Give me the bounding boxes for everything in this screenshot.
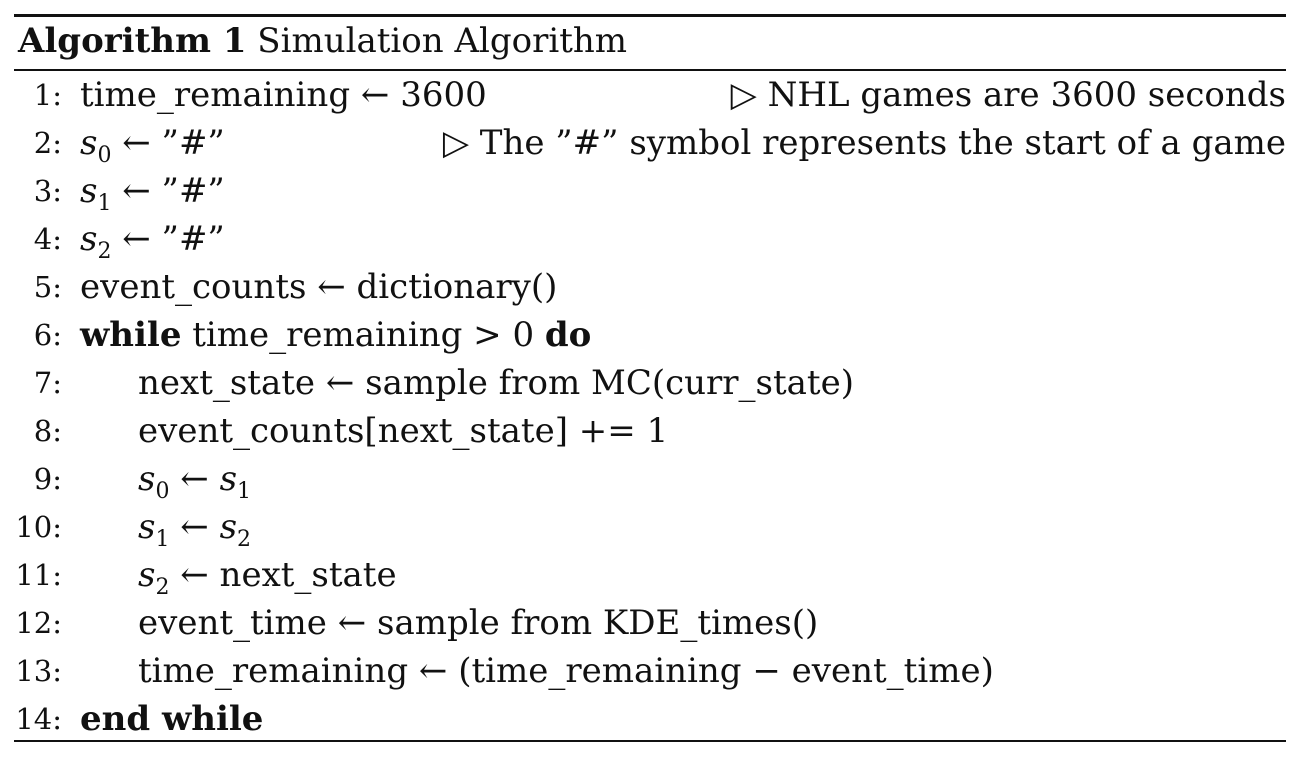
var-s: s: [138, 458, 156, 499]
line-code: while time_remaining > 0 do: [80, 311, 591, 359]
line-code: event_time ← sample from KDE_times(): [138, 602, 819, 643]
line-10: 10: s1 ← s2: [14, 503, 1286, 552]
line-4: 4: s2 ← ”#”: [14, 215, 1286, 264]
algorithm-block: Algorithm 1 Simulation Algorithm 1: time…: [14, 14, 1286, 742]
subscript: 2: [155, 574, 170, 600]
line-9: 9: s0 ← s1: [14, 455, 1286, 504]
line-code: s2 ← ”#”: [80, 215, 225, 268]
line-code: s1 ← s2: [138, 503, 251, 556]
subscript: 2: [97, 238, 112, 264]
assignment: ← ”#”: [111, 122, 225, 163]
line-number: 14:: [15, 701, 62, 736]
caption-rule: [14, 69, 1286, 71]
line-code: next_state ← sample from MC(curr_state): [138, 362, 854, 403]
keyword-while: while: [80, 314, 182, 355]
line-code: time_remaining ← (time_remaining − event…: [138, 650, 994, 691]
line-6: 6: while time_remaining > 0 do: [14, 311, 1286, 359]
keyword-end-while: end while: [80, 698, 264, 739]
var-s: s: [219, 458, 238, 499]
bottom-rule: [14, 740, 1286, 742]
arrow: ←: [169, 506, 220, 547]
line-number: 4:: [33, 221, 62, 256]
subscript: 2: [237, 526, 252, 552]
subscript: 1: [155, 526, 170, 552]
line-number: 8:: [33, 413, 62, 448]
line-8: 8: event_counts[next_state] += 1: [14, 407, 1286, 455]
assignment: ← next_state: [169, 554, 397, 595]
algorithm-caption: Algorithm 1 Simulation Algorithm: [14, 17, 1286, 65]
line-12: 12: event_time ← sample from KDE_times(): [14, 599, 1286, 647]
top-rule: [14, 14, 1286, 17]
var-s: s: [80, 122, 98, 163]
line-number: 1:: [33, 77, 62, 112]
keyword-do: do: [544, 314, 592, 355]
line-7: 7: next_state ← sample from MC(curr_stat…: [14, 359, 1286, 407]
line-code: s2 ← next_state: [138, 551, 397, 604]
line-code: s0 ← s1: [138, 455, 251, 508]
line-code: s0 ← ”#”: [80, 119, 225, 172]
line-comment: ▷ The ”#” symbol represents the start of…: [442, 122, 1286, 163]
line-11: 11: s2 ← next_state: [14, 551, 1286, 600]
line-number: 11:: [15, 557, 62, 592]
var-s: s: [138, 506, 156, 547]
line-number: 12:: [15, 605, 62, 640]
line-number: 10:: [15, 509, 62, 544]
line-code: event_counts ← dictionary(): [80, 266, 558, 307]
assignment: ← ”#”: [111, 218, 225, 259]
line-1: 1: time_remaining ← 3600 ▷ NHL games are…: [14, 71, 1286, 119]
line-code: event_counts[next_state] += 1: [138, 410, 669, 451]
algorithm-title: Simulation Algorithm: [257, 21, 628, 61]
line-14: 14: end while: [14, 695, 1286, 743]
line-number: 13:: [15, 653, 62, 688]
condition: time_remaining > 0: [181, 314, 545, 355]
line-comment: ▷ NHL games are 3600 seconds: [730, 74, 1286, 115]
subscript: 1: [237, 478, 252, 504]
line-number: 3:: [33, 173, 62, 208]
var-s: s: [80, 170, 98, 211]
line-number: 6:: [33, 317, 62, 352]
arrow: ←: [169, 458, 220, 499]
line-5: 5: event_counts ← dictionary(): [14, 263, 1286, 311]
line-code: s1 ← ”#”: [80, 167, 225, 220]
line-number: 9:: [33, 461, 62, 496]
var-s: s: [219, 506, 238, 547]
subscript: 0: [97, 142, 112, 168]
line-code: time_remaining ← 3600: [80, 74, 487, 115]
line-number: 5:: [33, 269, 62, 304]
line-3: 3: s1 ← ”#”: [14, 167, 1286, 216]
algorithm-label: Algorithm 1: [18, 21, 247, 61]
line-2: 2: s0 ← ”#” ▷ The ”#” symbol represents …: [14, 119, 1286, 168]
subscript: 1: [97, 190, 112, 216]
var-s: s: [138, 554, 156, 595]
var-s: s: [80, 218, 98, 259]
line-13: 13: time_remaining ← (time_remaining − e…: [14, 647, 1286, 695]
assignment: ← ”#”: [111, 170, 225, 211]
line-number: 2:: [33, 125, 62, 160]
line-number: 7:: [33, 365, 62, 400]
subscript: 0: [155, 478, 170, 504]
